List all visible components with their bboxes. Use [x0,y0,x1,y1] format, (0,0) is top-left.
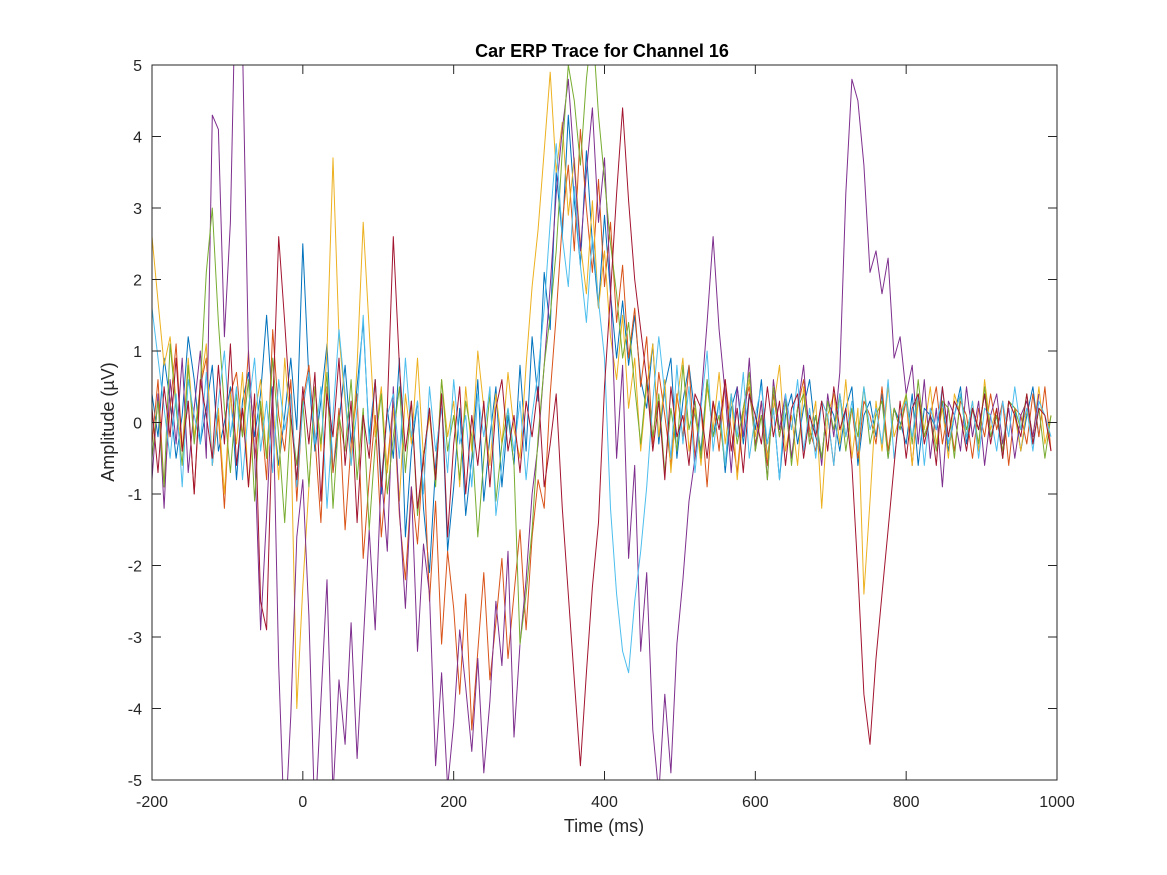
x-tick-label: 200 [440,794,467,811]
chart-title: Car ERP Trace for Channel 16 [475,41,729,61]
x-tick-label: 0 [298,794,307,811]
x-tick-label: 400 [591,794,618,811]
y-tick-label: 2 [133,273,142,290]
x-axis-label: Time (ms) [564,816,644,836]
y-tick-label: -2 [128,559,142,576]
series-line-4 [152,65,1040,780]
series-line-5 [152,65,1052,645]
y-axis-label: Amplitude (µV) [98,362,118,481]
y-tick-label: 0 [133,416,142,433]
y-tick-label: 1 [133,344,142,361]
y-tick-label: -5 [128,773,142,790]
y-tick-label: -4 [128,702,142,719]
y-tick-label: 5 [133,58,142,75]
y-tick-label: -1 [128,487,142,504]
tick-layer: -200 0 200 400 600 800 1000 -5 -4 -3 -2 -1 0 1 2 3 4 5 [128,58,1075,811]
x-tick-label: 800 [893,794,920,811]
series-line-7 [152,107,1052,767]
x-tick-label: -200 [136,794,168,811]
y-tick-label: 4 [133,130,142,147]
x-tick-label: 1000 [1039,794,1075,811]
y-tick-label: 3 [133,201,142,218]
x-tick-label: 600 [742,794,769,811]
y-tick-label: -3 [128,630,142,647]
series-layer [152,65,1052,780]
